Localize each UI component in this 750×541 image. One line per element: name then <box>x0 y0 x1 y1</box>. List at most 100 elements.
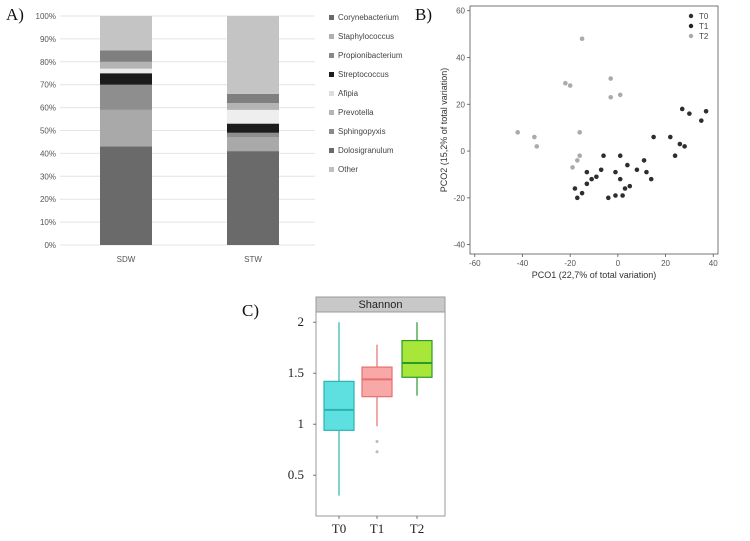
scatter-y-tick-label: 0 <box>461 147 466 156</box>
shannon-box-plot: Shannon 0.5 1 1.5 2 T0 T1 T2 <box>288 296 446 536</box>
scatter-x-tick-label: -20 <box>564 259 576 268</box>
scatter-point-t0 <box>634 167 640 173</box>
scatter-x-tick-label: -40 <box>517 259 529 268</box>
scatter-point-t2 <box>608 76 613 81</box>
box-x-tick-label: T0 <box>332 521 346 536</box>
stacked-bar-chart: 0% 10% 20% 30% 40% 50% 60% 70% 80% 90% 100% SDW STW C… <box>36 12 403 264</box>
facet-strip <box>315 296 446 313</box>
scatter-y-tick-label: -40 <box>453 241 465 250</box>
box-y-tick-label: 1.5 <box>288 365 304 380</box>
bar-segment-sphingopyxis <box>227 137 279 152</box>
scatter-point-t0 <box>687 111 692 116</box>
scatter-point-t0 <box>584 181 590 187</box>
scatter-point-t0 <box>699 118 704 123</box>
box-y-tick-label: 2 <box>298 314 305 329</box>
scatter-x-tick-label: 20 <box>661 259 670 268</box>
bar-y-tick-label: 10% <box>40 218 56 227</box>
panel-label-a: A) <box>6 5 24 24</box>
box-outlier <box>375 450 379 454</box>
legend-swatch <box>329 15 334 20</box>
legend-swatch <box>329 148 334 153</box>
bar-segment-prevotella <box>227 132 279 138</box>
scatter-point-t0 <box>579 190 585 196</box>
bar-segment-sphingopyxis <box>100 109 152 147</box>
scatter-x-tick-label: 0 <box>616 259 621 268</box>
scatter-point-t2 <box>577 153 582 159</box>
scatter-point-t2 <box>577 130 582 135</box>
scatter-point-t2 <box>534 144 540 149</box>
bar-segment-dolosigranulum <box>227 151 279 245</box>
scatter-point-t0 <box>572 186 578 191</box>
bar-y-tick-label: 20% <box>40 195 56 204</box>
box-x-tick-label: T2 <box>410 521 424 536</box>
bar-y-tick-label: 30% <box>40 172 56 181</box>
bar-segment-staphylococcus <box>227 103 279 110</box>
scatter-point-t0 <box>644 169 649 175</box>
bar-segment-staphylococcus <box>100 61 152 69</box>
scatter-legend-entry-t1: T1 <box>699 22 709 31</box>
scatter-x-tick-label: -60 <box>469 259 481 268</box>
scatter-point-t0 <box>617 176 623 182</box>
scatter-point-t0 <box>651 134 656 140</box>
bar-segment-other <box>227 16 279 94</box>
scatter-point-t2 <box>575 158 580 163</box>
scatter-frame <box>469 5 719 255</box>
scatter-point-t2 <box>570 165 575 170</box>
legend-entry-sphingopyxis: Sphingopyxis <box>338 127 386 136</box>
bar-segment-corynebacterium <box>100 50 152 62</box>
scatter-point-t0 <box>589 176 594 182</box>
scatter-point-t0 <box>625 162 630 168</box>
scatter-point-t2 <box>563 80 568 86</box>
legend-swatch <box>329 34 334 39</box>
scatter-point-t0 <box>575 195 580 201</box>
legend-entry-prevotella: Prevotella <box>338 108 374 117</box>
bar-y-tick-label: 90% <box>40 35 56 44</box>
bar-x-tick-label: SDW <box>117 255 136 264</box>
bar-y-tick-label: 100% <box>36 12 56 21</box>
scatter-legend-marker <box>688 23 694 29</box>
bar-y-tick-label: 0% <box>44 241 56 250</box>
scatter-point-t0 <box>703 108 709 114</box>
legend-swatch <box>329 167 334 172</box>
box-outlier <box>375 440 379 444</box>
bar-segment-streptococcus <box>227 123 279 133</box>
bar-y-tick-label: 70% <box>40 81 56 90</box>
scatter-point-t0 <box>606 195 611 201</box>
scatter-legend-entry-t2: T2 <box>699 32 709 41</box>
scatter-point-t0 <box>627 183 633 189</box>
box-y-tick-label: 1 <box>298 416 305 431</box>
bar-segment-dolosigranulum <box>100 146 152 245</box>
facet-strip-title: Shannon <box>358 299 402 311</box>
bar-y-tick-label: 60% <box>40 104 56 113</box>
scatter-point-t0 <box>622 186 628 191</box>
bar-segment-propionibacterium <box>100 68 152 74</box>
bar-y-tick-label: 80% <box>40 58 56 67</box>
legend-entry-corynebacterium: Corynebacterium <box>338 13 399 22</box>
box-x-tick-label: T1 <box>370 521 384 536</box>
legend-swatch <box>329 91 334 96</box>
bar-segment-other <box>100 16 152 51</box>
scatter-point-t2 <box>515 130 520 135</box>
scatter-point-t0 <box>613 169 618 175</box>
scatter-y-axis-label: PCO2 (15,2% of total variation) <box>439 68 449 193</box>
scatter-point-t0 <box>677 141 683 147</box>
scatter-point-t0 <box>668 134 673 140</box>
scatter-y-tick-label: 40 <box>456 53 465 62</box>
legend-swatch <box>329 72 334 77</box>
scatter-point-t0 <box>672 153 678 159</box>
legend-entry-staphylococcus: Staphylococcus <box>338 32 394 41</box>
scatter-legend-entry-t0: T0 <box>699 12 709 21</box>
bar-x-tick-label: STW <box>244 255 262 264</box>
scatter-y-tick-label: -20 <box>453 194 465 203</box>
scatter-point-t2 <box>567 83 573 88</box>
legend-swatch <box>329 129 334 134</box>
scatter-point-t2 <box>617 92 623 98</box>
bar-y-tick-label: 50% <box>40 127 56 136</box>
scatter-point-t0 <box>601 153 606 159</box>
scatter-point-t0 <box>594 174 599 180</box>
scatter-point-t0 <box>620 193 625 198</box>
scatter-point-t2 <box>608 94 613 100</box>
legend-swatch <box>329 110 334 115</box>
scatter-x-tick-label: 40 <box>709 259 718 268</box>
